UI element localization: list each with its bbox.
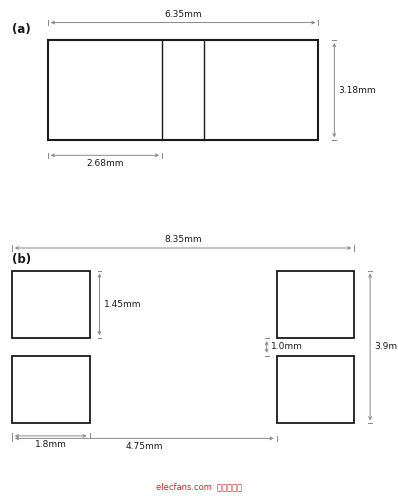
Text: 8.35mm: 8.35mm (164, 235, 202, 244)
Text: elecfans.com  电子发烧友: elecfans.com 电子发烧友 (156, 482, 242, 491)
Bar (12, 271, 90, 338)
Bar (12, 356, 90, 423)
Text: 2.68mm: 2.68mm (86, 159, 124, 168)
Text: (a): (a) (12, 23, 31, 36)
Text: 1.0mm: 1.0mm (271, 343, 302, 351)
Text: 3.9mm: 3.9mm (374, 343, 398, 351)
Text: 1.45mm: 1.45mm (103, 300, 141, 309)
Text: (b): (b) (12, 253, 31, 266)
Bar (277, 271, 354, 338)
Bar (48, 40, 318, 140)
Text: 6.35mm: 6.35mm (164, 10, 202, 19)
Bar (277, 356, 354, 423)
Text: 4.75mm: 4.75mm (125, 442, 163, 451)
Text: 1.8mm: 1.8mm (35, 440, 67, 449)
Text: 3.18mm: 3.18mm (338, 86, 376, 95)
